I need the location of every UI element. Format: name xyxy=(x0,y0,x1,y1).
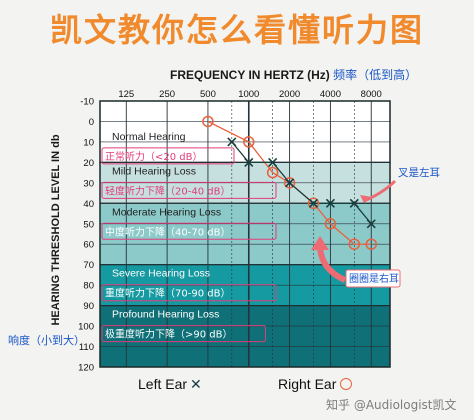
y-tick-label: 120 xyxy=(78,363,94,374)
legend-right-ear: Right Ear xyxy=(278,376,353,392)
band-cn-box-1 xyxy=(101,181,277,199)
right-ear-point xyxy=(307,197,320,210)
band-label-1: Mild Hearing Loss xyxy=(112,165,196,177)
band-cn-label-0: 正常听力（<20 dB） xyxy=(105,150,203,163)
x-tick-label: 4000 xyxy=(320,89,341,100)
right-ear-point xyxy=(202,115,214,128)
legend-left-label: Left Ear xyxy=(138,376,188,392)
x-axis-title-en: FREQUENCY IN HERTZ (Hz) xyxy=(170,68,330,82)
x-axis-title-cn: 频率（低到高） xyxy=(333,68,418,82)
right-ear-point xyxy=(266,166,279,179)
annotation-left-ear: 叉是左耳 xyxy=(398,166,440,179)
right-ear-point xyxy=(324,218,337,230)
x-tick-label: 500 xyxy=(200,89,216,100)
annotation-arrow-right-ear xyxy=(317,247,347,283)
x-tick-label: 2000 xyxy=(279,89,300,100)
x-tick-label: 1000 xyxy=(238,89,259,100)
band-label-3: Severe Hearing Loss xyxy=(112,268,210,280)
left-ear-point xyxy=(349,198,359,208)
band-cn-label-3: 重度听力下降（70-90 dB） xyxy=(105,287,230,300)
left-ear-point xyxy=(244,157,254,167)
annotation-right-ear: 圈圈是右耳 xyxy=(349,272,399,285)
band-label-0: Normal Hearing xyxy=(112,131,186,143)
right-ear-point xyxy=(348,238,361,250)
left-ear-point xyxy=(366,219,376,229)
left-ear-line xyxy=(231,141,372,225)
annotation-arrowhead-right-ear xyxy=(311,236,329,250)
right-ear-point xyxy=(365,238,377,250)
x-tick-label: 250 xyxy=(159,89,175,100)
page-title: 凯文教你怎么看懂听力图 xyxy=(49,11,424,49)
plot-frame xyxy=(99,100,391,368)
band-cn-label-2: 中度听力下降（40-70 dB） xyxy=(105,225,230,238)
y-tick-label: 20 xyxy=(83,158,94,169)
legend-right-label: Right Ear xyxy=(278,376,337,392)
left-ear-point xyxy=(227,137,237,147)
y-tick-label: 80 xyxy=(83,281,94,292)
y-tick-label: 90 xyxy=(83,301,94,312)
y-axis-cn-label: 响度（小到大） xyxy=(8,334,85,347)
y-tick-label: 10 xyxy=(83,137,94,148)
left-ear-point xyxy=(285,178,295,188)
y-tick-label: 70 xyxy=(83,260,94,271)
band-cn-box-3 xyxy=(101,284,277,302)
band-cn-box-2 xyxy=(101,222,277,240)
y-tick-label: 110 xyxy=(79,342,94,353)
y-tick-label: 50 xyxy=(83,219,94,230)
annotation-arrowhead-left-ear xyxy=(360,195,372,203)
x-tick-label: 125 xyxy=(118,89,134,100)
band-cn-label-1: 轻度听力下降（20-40 dB） xyxy=(105,184,230,197)
left-ear-point xyxy=(268,157,278,167)
band-label-2: Moderate Hearing Loss xyxy=(112,206,221,218)
y-tick-label: 60 xyxy=(83,240,94,251)
y-tick-label: -10 xyxy=(80,97,94,108)
x-axis-title: FREQUENCY IN HERTZ (Hz) 频率（低到高） xyxy=(170,66,417,83)
band-label-4: Profound Hearing Loss xyxy=(112,309,219,321)
right-ear-point xyxy=(283,177,296,189)
y-tick-label: 40 xyxy=(83,199,94,210)
x-tick-label: 8000 xyxy=(361,89,382,100)
legend-left-marker: ✕ xyxy=(190,376,202,392)
band-cn-box-4 xyxy=(101,325,266,343)
legend-right-marker xyxy=(340,378,353,390)
band-cn-label-4: 极重度听力下降（>90 dB） xyxy=(105,328,233,341)
right-ear-point xyxy=(243,136,255,148)
y-tick-label: 100 xyxy=(78,322,94,333)
left-ear-point xyxy=(308,198,319,208)
legend-left-ear: Left Ear ✕ xyxy=(138,376,202,393)
y-tick-label: 0 xyxy=(89,117,94,128)
band-cn-box-0 xyxy=(101,147,235,165)
y-tick-label: 30 xyxy=(83,178,94,189)
watermark: 知乎 @Audiologist凯文 xyxy=(326,398,457,412)
annotation-right-ear-box xyxy=(345,269,401,288)
left-ear-point xyxy=(325,198,335,208)
